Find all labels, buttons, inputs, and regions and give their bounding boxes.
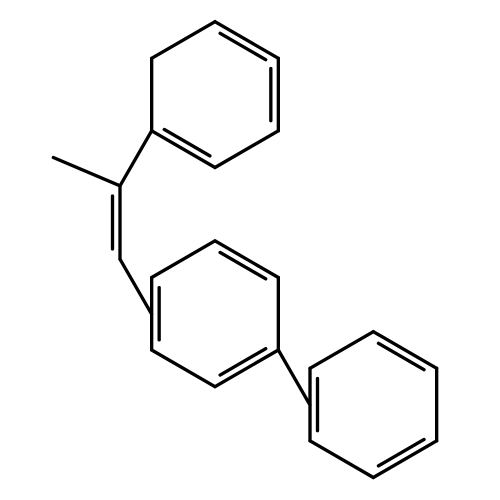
chemical-structure-diagram: [0, 0, 500, 500]
